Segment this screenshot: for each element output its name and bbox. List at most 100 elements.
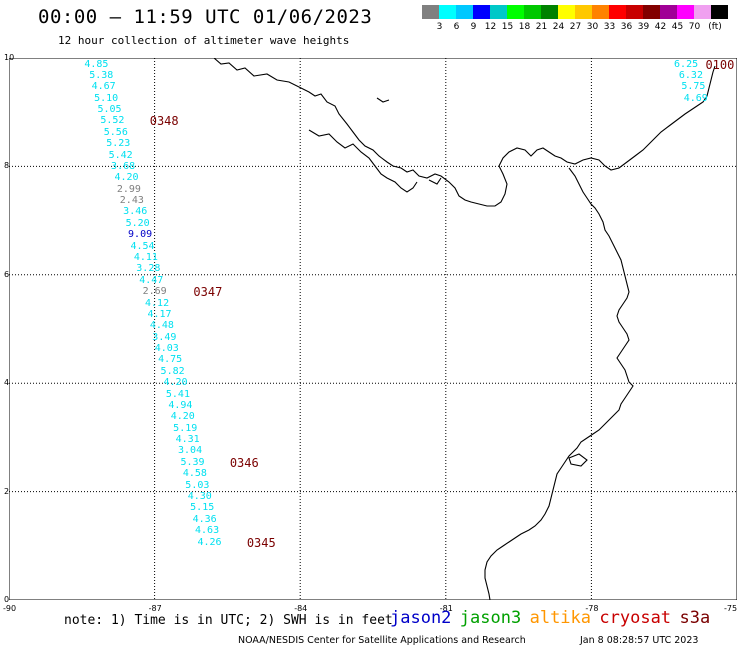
lat-tick-label: 4 [4, 378, 10, 388]
wave-height-value: 2.99 [116, 183, 141, 195]
scale-swatch [524, 5, 541, 19]
wave-height-value: 5.15 [190, 502, 215, 514]
lon-tick-label: -81 [439, 604, 453, 613]
scale-tick-label: 42 [654, 22, 667, 32]
wave-height-value: 3.68 [111, 160, 136, 172]
coastline-islands [376, 97, 588, 467]
wave-height-value: 5.39 [180, 456, 205, 468]
wave-height-value: 4.03 [154, 343, 179, 355]
wave-height-value: 5.20 [125, 217, 150, 229]
scale-tick-label: 15 [501, 22, 514, 32]
wave-height-value: 5.10 [94, 92, 119, 104]
wave-height-value: 4.12 [145, 297, 170, 309]
scale-tick-label: 45 [671, 22, 684, 32]
wave-height-value: 3.49 [152, 331, 177, 343]
scale-tick-label: 33 [603, 22, 616, 32]
pass-time-label: 0348 [149, 114, 179, 129]
footer-note: note: 1) Time is in UTC; 2) SWH is in fe… [64, 613, 393, 628]
wave-height-value: 5.52 [100, 115, 125, 127]
scale-swatch [473, 5, 490, 19]
scale-swatch [575, 5, 592, 19]
wave-height-value: 2.69 [142, 286, 167, 298]
scale-swatch [490, 5, 507, 19]
wave-height-value: 6.25 [674, 58, 699, 70]
wave-height-value: 4.17 [147, 308, 172, 320]
scale-swatch [694, 5, 711, 19]
wave-height-value: 5.03 [185, 479, 210, 491]
scale-swatch [439, 5, 456, 19]
lat-tick-label: 8 [4, 161, 10, 171]
scale-tick-label: 12 [484, 22, 497, 32]
pass-time-label: 0100 [705, 57, 735, 72]
satellite-legend-s3a: s3a [679, 608, 711, 628]
map-canvas [8, 57, 738, 601]
wave-height-value: 5.38 [89, 69, 114, 81]
satellite-legend-altika: altika [529, 608, 592, 628]
scale-unit: (ft) [708, 22, 722, 32]
scale-swatch [558, 5, 575, 19]
wave-height-value: 5.19 [173, 422, 198, 434]
pass-time-label: 0345 [246, 535, 276, 550]
page-subtitle: 12 hour collection of altimeter wave hei… [58, 34, 350, 47]
lat-tick-label: 0 [4, 595, 10, 604]
wave-height-value: 4.58 [182, 468, 207, 480]
scale-swatch [592, 5, 609, 19]
scale-tick-label: 18 [518, 22, 531, 32]
lon-tick-label: -87 [148, 604, 162, 613]
scale-swatch [422, 5, 439, 19]
wave-height-value: 5.56 [103, 126, 128, 138]
scale-swatch [677, 5, 694, 19]
wave-height-value: 4.20 [170, 411, 195, 423]
lat-tick-label: 2 [4, 486, 10, 496]
scale-tick-label: 21 [535, 22, 548, 32]
wave-height-value: 4.75 [158, 354, 183, 366]
lon-tick-label: -84 [294, 604, 308, 613]
page-title: 00:00 – 11:59 UTC 01/06/2023 [38, 6, 373, 28]
scale-tick-label: 6 [453, 22, 460, 32]
scale-swatch [541, 5, 558, 19]
wave-height-value: 5.82 [160, 365, 185, 377]
wave-height-value: 4.48 [149, 320, 174, 332]
wave-height-value: 4.69 [683, 92, 708, 104]
wave-height-value: 4.20 [163, 377, 188, 389]
graticule [9, 58, 737, 600]
wave-height-value: 4.47 [139, 274, 164, 286]
coastline-south-america [484, 167, 634, 601]
scale-swatch [711, 5, 728, 19]
wave-height-value: 2.43 [119, 195, 144, 207]
lat-tick-label: 10 [4, 53, 15, 62]
wave-height-value: 5.23 [106, 138, 131, 150]
lon-tick-label: -75 [724, 604, 738, 613]
wave-height-value: 3.04 [178, 445, 203, 457]
scale-tick-label: 36 [620, 22, 633, 32]
scale-tick-label: 39 [637, 22, 650, 32]
wave-height-value: 4.20 [114, 172, 139, 184]
wave-height-value: 3.28 [136, 263, 161, 275]
scale-tick-label: 9 [470, 22, 477, 32]
wave-height-value: 4.11 [133, 251, 158, 263]
wave-height-value: 4.30 [187, 491, 212, 503]
scale-swatch [456, 5, 473, 19]
lat-tick-label: 6 [4, 269, 10, 279]
coastline-gulf-detail [308, 129, 418, 193]
wave-height-value: 4.63 [195, 525, 220, 537]
lon-tick-label: -90 [3, 604, 17, 613]
wave-height-value: 5.41 [165, 388, 190, 400]
map-plot-area: 4.85 5.38 4.67 5.10 5.05 5.52 5.56 5.23 5.42 3.68… [8, 57, 738, 601]
coastline-central-america [213, 57, 716, 207]
scale-swatch [626, 5, 643, 19]
scale-swatch [660, 5, 677, 19]
scale-tick-label: 30 [586, 22, 599, 32]
wave-height-value: 4.36 [192, 513, 217, 525]
wave-height-value: 5.75 [681, 81, 706, 93]
wave-height-value: 3.46 [123, 206, 148, 218]
wave-height-value: 6.32 [678, 69, 703, 81]
pass-time-label: 0347 [193, 285, 223, 300]
wave-height-value: 4.31 [175, 434, 200, 446]
wave-height-value: 4.67 [91, 81, 116, 93]
wave-height-value: 5.42 [108, 149, 133, 161]
wave-height-value: 4.54 [130, 240, 155, 252]
credit-line: NOAA/NESDIS Center for Satellite Applica… [238, 635, 526, 646]
wave-height-value: 5.05 [97, 104, 122, 116]
